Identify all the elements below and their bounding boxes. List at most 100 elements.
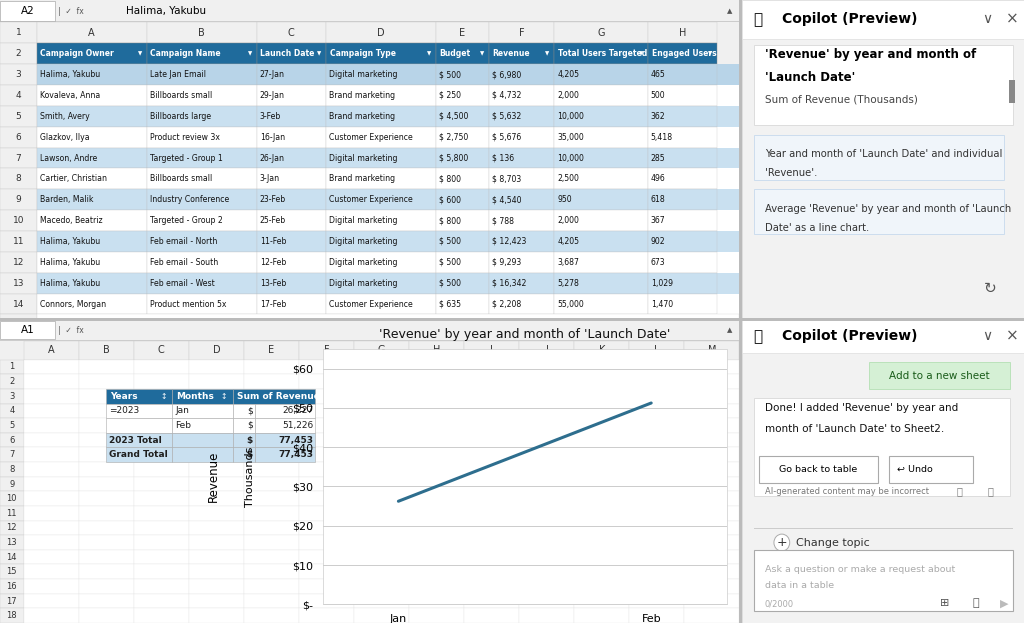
Bar: [354, 609, 409, 623]
Text: 👎: 👎: [987, 486, 993, 496]
Text: G: G: [378, 345, 385, 355]
Bar: [0, 447, 24, 462]
Bar: [257, 273, 326, 293]
Bar: [684, 477, 739, 492]
Bar: [299, 341, 354, 359]
Bar: [489, 231, 554, 252]
Bar: [134, 579, 188, 594]
Bar: [79, 404, 134, 418]
Bar: [326, 22, 436, 44]
Bar: [24, 389, 79, 404]
Bar: [244, 477, 299, 492]
Text: M: M: [708, 345, 716, 355]
Bar: [629, 389, 684, 404]
Bar: [436, 126, 489, 148]
Bar: [648, 148, 717, 168]
Bar: [37, 210, 146, 231]
Text: Total Users Targeted: Total Users Targeted: [558, 49, 647, 58]
Bar: [37, 293, 146, 315]
Bar: [629, 447, 684, 462]
Bar: [257, 85, 326, 106]
Bar: [629, 404, 684, 418]
Text: 2,000: 2,000: [557, 91, 579, 100]
Bar: [244, 550, 299, 564]
Bar: [0, 126, 37, 148]
Bar: [684, 609, 739, 623]
Bar: [409, 341, 464, 359]
Text: Halima, Yakubu: Halima, Yakubu: [40, 237, 100, 246]
Bar: [409, 550, 464, 564]
Text: A1: A1: [20, 325, 34, 335]
Text: $ 800: $ 800: [439, 174, 461, 183]
Text: $ 250: $ 250: [439, 91, 461, 100]
Text: Brand marketing: Brand marketing: [329, 91, 395, 100]
Bar: [106, 389, 172, 404]
Bar: [519, 506, 574, 521]
Text: A: A: [48, 345, 54, 355]
Bar: [554, 210, 648, 231]
Text: 1,470: 1,470: [651, 300, 673, 308]
Text: 8: 8: [15, 174, 22, 183]
Bar: [409, 564, 464, 579]
Bar: [257, 210, 326, 231]
Bar: [255, 447, 315, 462]
Bar: [299, 506, 354, 521]
Bar: [554, 44, 648, 64]
Text: Glazkov, Ilya: Glazkov, Ilya: [40, 133, 89, 141]
Text: 285: 285: [651, 153, 666, 163]
Bar: [244, 579, 299, 594]
Text: L: L: [654, 345, 659, 355]
Text: Digital marketing: Digital marketing: [329, 258, 397, 267]
Bar: [0, 564, 24, 579]
Bar: [134, 564, 188, 579]
Bar: [519, 564, 574, 579]
Bar: [244, 433, 299, 447]
Bar: [554, 148, 648, 168]
Bar: [146, 189, 257, 210]
Text: ↕: ↕: [160, 392, 166, 401]
Bar: [134, 506, 188, 521]
Text: Years: Years: [110, 392, 137, 401]
Bar: [257, 126, 326, 148]
Bar: [146, 44, 257, 64]
Text: 17: 17: [6, 597, 17, 606]
Bar: [146, 168, 257, 189]
Bar: [464, 389, 519, 404]
Bar: [146, 148, 257, 168]
Bar: [134, 462, 188, 477]
Bar: [134, 594, 188, 609]
Bar: [134, 341, 188, 359]
Bar: [629, 418, 684, 433]
Text: 3-Feb: 3-Feb: [260, 112, 281, 121]
Bar: [24, 359, 79, 374]
Bar: [574, 550, 629, 564]
Bar: [519, 609, 574, 623]
Text: $ 5,676: $ 5,676: [492, 133, 521, 141]
Text: 'Revenue' by year and month of: 'Revenue' by year and month of: [765, 48, 976, 61]
Text: Feb email - West: Feb email - West: [150, 278, 214, 288]
Text: B: B: [102, 345, 110, 355]
Title: 'Revenue' by year and month of 'Launch Date': 'Revenue' by year and month of 'Launch D…: [379, 328, 671, 341]
Bar: [0, 477, 24, 492]
Text: ×: ×: [1007, 329, 1019, 344]
Bar: [574, 535, 629, 550]
Bar: [684, 492, 739, 506]
Text: Halima, Yakubu: Halima, Yakubu: [40, 70, 100, 79]
Text: E: E: [460, 28, 466, 38]
Text: 3: 3: [9, 392, 14, 401]
Text: $ 8,703: $ 8,703: [492, 174, 521, 183]
Bar: [464, 447, 519, 462]
Bar: [629, 579, 684, 594]
Text: 673: 673: [651, 258, 666, 267]
Bar: [489, 64, 554, 85]
Text: Billboards large: Billboards large: [150, 112, 211, 121]
Text: $ 635: $ 635: [439, 300, 461, 308]
Bar: [106, 447, 172, 462]
Bar: [326, 64, 436, 85]
Text: $ 136: $ 136: [492, 153, 514, 163]
Bar: [409, 404, 464, 418]
Text: Copilot (Preview): Copilot (Preview): [781, 12, 918, 26]
Text: 5: 5: [15, 112, 22, 121]
Bar: [24, 418, 79, 433]
Bar: [629, 564, 684, 579]
